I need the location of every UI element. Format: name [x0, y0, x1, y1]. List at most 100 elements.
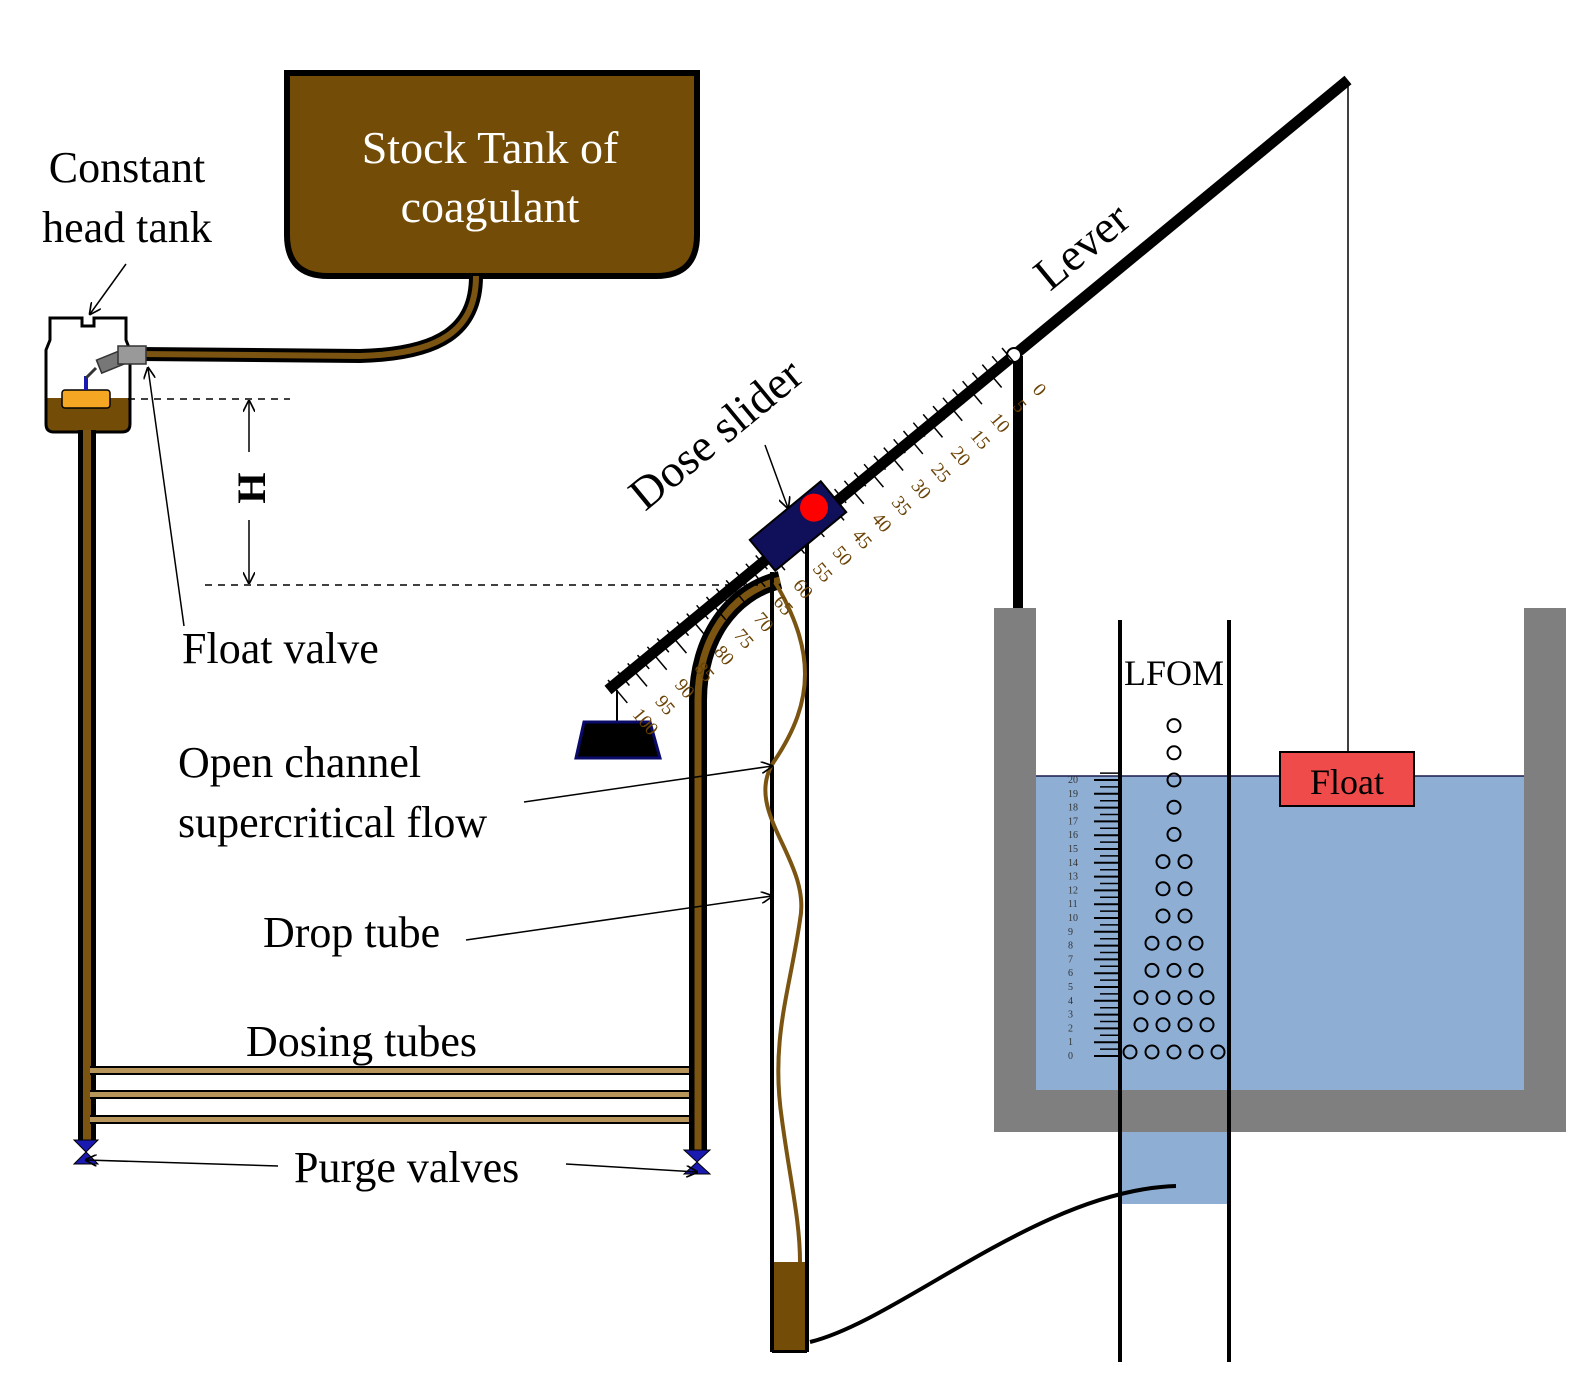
dose-scale-tick	[755, 555, 768, 570]
dose-scale-label: 75	[729, 625, 757, 653]
lfom-scale-label: 9	[1068, 927, 1073, 938]
lfom-orifice	[1188, 935, 1204, 951]
dose-scale-label: 0	[1028, 380, 1050, 401]
lfom-scale-label: 14	[1068, 858, 1078, 869]
dose-scale-tick	[962, 380, 983, 405]
dose-scale-tick	[833, 488, 847, 504]
dosing-tubes-label: Dosing tubes	[246, 1017, 477, 1066]
lfom-orifice	[1199, 1017, 1215, 1033]
lfom-orifice	[1144, 935, 1160, 951]
stock-tank-label-line-1: Stock Tank of	[362, 122, 619, 173]
lfom-scale-label: 4	[1068, 996, 1073, 1007]
lfom-orifice	[1177, 881, 1193, 897]
dose-scale-tick	[696, 604, 709, 620]
lfom-scale-label: 10	[1068, 913, 1078, 924]
dose-scale-tick	[991, 355, 1005, 371]
supply-pipe	[139, 275, 483, 364]
lfom-orifice	[1155, 1017, 1171, 1033]
lfom-orifice	[1177, 854, 1193, 870]
dose-scale-tick	[656, 638, 670, 653]
dose-scale-label: 45	[848, 525, 876, 553]
dose-scale-tick	[863, 463, 885, 488]
dose-scale-label: 55	[808, 559, 836, 587]
dose-scale-tick	[932, 405, 946, 421]
constant-head-tank	[44, 316, 147, 434]
slider-indicator-dot	[799, 493, 828, 522]
lfom-scale-label: 3	[1068, 1010, 1073, 1021]
dose-scale-tick	[715, 588, 729, 603]
dose-scale-tick	[735, 571, 749, 587]
dose-scale-tick	[1001, 347, 1022, 372]
dose-scale-tick	[607, 679, 628, 704]
dose-scale-tick	[725, 579, 747, 604]
stock-tank-label-line-2: coagulant	[401, 181, 580, 232]
lfom-pipe-water	[1122, 1132, 1228, 1204]
dose-scale-tick	[627, 662, 648, 687]
lfom-scale-label: 0	[1068, 1051, 1073, 1062]
dose-scale-label: 35	[887, 492, 915, 520]
head-dimension: H	[128, 398, 762, 586]
lfom-label: LFOM	[1124, 653, 1224, 693]
lfom-scale-label: 20	[1068, 775, 1078, 786]
pivot-icon	[1006, 347, 1022, 363]
lfom-orifice	[1188, 1044, 1204, 1060]
dose-scale-tick	[843, 480, 865, 505]
lfom-orifice	[1166, 962, 1182, 978]
lfom-scale-label: 11	[1068, 899, 1078, 910]
entrance-tank	[809, 608, 1566, 1362]
purge-valves-label: Purge valves	[294, 1143, 519, 1192]
lfom-orifice	[1133, 1017, 1149, 1033]
dose-scale-tick	[952, 389, 965, 404]
lfom-orifice	[1166, 826, 1182, 842]
lfom-scale-label: 15	[1068, 844, 1078, 855]
lfom-scale-label: 7	[1068, 954, 1073, 965]
dose-scale-tick	[912, 422, 926, 437]
dose-scale-tick	[971, 372, 985, 388]
flow-to-drop-tube	[809, 1184, 1177, 1344]
constant-head-tank-label-line-2: head tank	[42, 203, 212, 252]
dose-scale-tick	[853, 472, 867, 487]
drop-tube-label: Drop tube	[263, 908, 440, 957]
stock-tank: Stock Tank of coagulant	[284, 70, 700, 279]
dose-scale-tick	[922, 413, 944, 438]
lfom-scale-label: 13	[1068, 872, 1078, 883]
dose-scale-tick	[676, 621, 690, 637]
lfom-orifice	[1199, 990, 1215, 1006]
dose-scale-label: 60	[788, 575, 816, 603]
dose-scale-label: 30	[907, 476, 935, 504]
dose-scale-tick	[636, 654, 650, 670]
lfom-scale-label: 12	[1068, 885, 1078, 896]
dose-scale-tick	[686, 613, 707, 638]
lfom-scale-label: 5	[1068, 982, 1073, 993]
open-channel-label-line-2: supercritical flow	[178, 798, 487, 847]
lfom-scale-label: 8	[1068, 941, 1073, 952]
dose-scale-tick	[617, 671, 631, 686]
lfom-orifice	[1177, 908, 1193, 924]
float-valve-icon	[84, 345, 147, 380]
lfom-orifice	[1155, 854, 1171, 870]
drop-tube	[763, 540, 809, 1353]
counterweight	[574, 720, 662, 760]
constant-head-tank-label-line-1: Constant	[49, 143, 205, 192]
lfom-orifice	[1166, 718, 1182, 734]
lever	[574, 75, 1352, 760]
lfom-orifice	[1144, 1044, 1160, 1060]
lfom-orifice	[1144, 962, 1160, 978]
dose-scale-label: 95	[651, 691, 679, 719]
lfom-orifice	[1122, 1044, 1138, 1060]
float: Float	[1279, 751, 1415, 807]
lfom-scale-label: 6	[1068, 968, 1073, 979]
dose-scale-tick	[666, 629, 688, 654]
purge-valve-right[interactable]	[682, 1149, 712, 1175]
lfom-orifice	[1155, 908, 1171, 924]
lfom-orifice	[1188, 962, 1204, 978]
dose-scale-tick	[942, 397, 963, 422]
float-valve-label: Float valve	[182, 624, 379, 673]
lfom-scale-label: 17	[1068, 816, 1078, 827]
lfom-orifice	[1177, 990, 1193, 1006]
lfom-scale-label: 2	[1068, 1023, 1073, 1034]
lfom-orifice	[1133, 990, 1149, 1006]
